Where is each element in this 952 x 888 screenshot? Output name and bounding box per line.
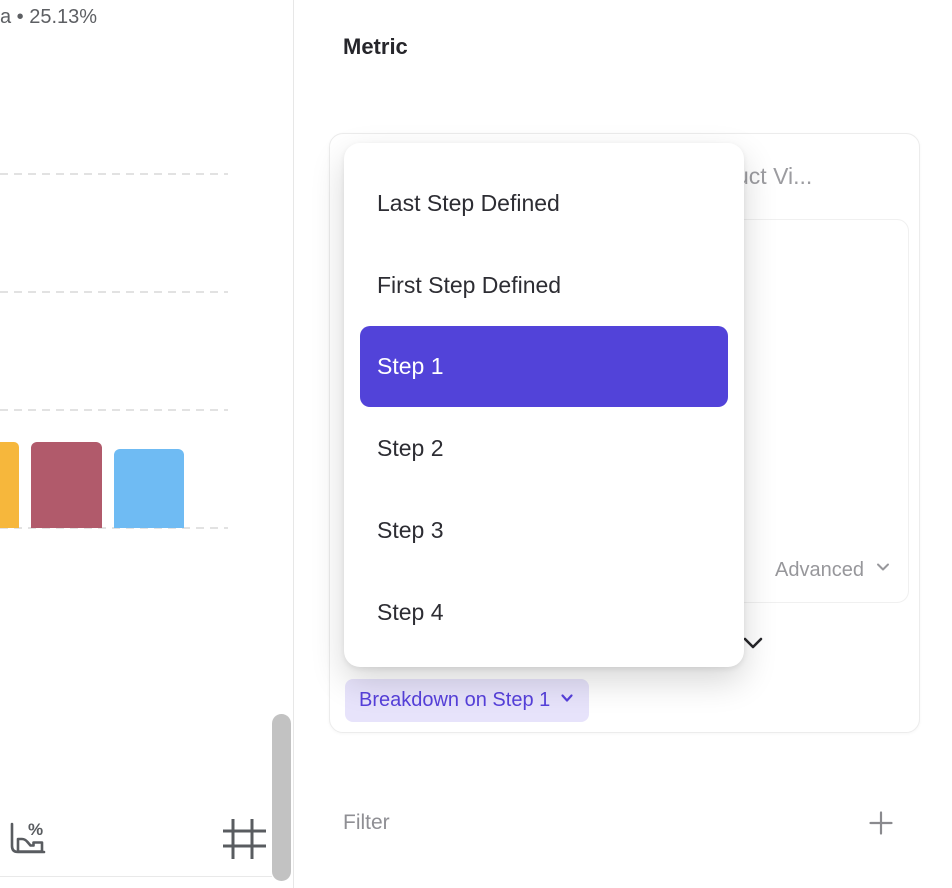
svg-text:%: % bbox=[28, 820, 43, 839]
option-step-1-selected[interactable]: Step 1 bbox=[360, 326, 728, 407]
bar-segment-blue[interactable] bbox=[114, 449, 184, 528]
gridline bbox=[0, 409, 228, 411]
chevron-down-icon bbox=[874, 558, 892, 582]
bar-segment-red[interactable] bbox=[31, 442, 102, 528]
chevron-down-icon bbox=[559, 689, 575, 712]
metric-event-label[interactable]: uct Vi... bbox=[736, 163, 813, 189]
panel-divider bbox=[293, 0, 294, 888]
breakdown-button[interactable]: Breakdown on Step 1 bbox=[345, 679, 590, 722]
option-step-4[interactable]: Step 4 bbox=[377, 598, 444, 625]
gridline bbox=[0, 291, 228, 293]
filter-section: Filter bbox=[343, 801, 895, 845]
grid-hash-icon[interactable] bbox=[220, 816, 268, 862]
add-filter-button[interactable] bbox=[867, 809, 895, 837]
option-last-step-defined[interactable]: Last Step Defined bbox=[377, 189, 560, 216]
option-step-3[interactable]: Step 3 bbox=[377, 516, 444, 543]
gridline bbox=[0, 173, 228, 175]
breakdown-label: Breakdown on Step 1 bbox=[359, 689, 551, 711]
chevron-down-icon[interactable] bbox=[742, 635, 764, 653]
advanced-toggle[interactable]: Advanced bbox=[775, 558, 892, 582]
bar-segment-yellow[interactable] bbox=[0, 442, 19, 528]
step-dropdown-menu: Last Step Defined First Step Defined Ste… bbox=[344, 143, 744, 667]
filter-label: Filter bbox=[343, 811, 390, 834]
vertical-scrollbar[interactable] bbox=[272, 714, 291, 881]
panel-bottom-divider bbox=[0, 876, 272, 877]
option-step-2[interactable]: Step 2 bbox=[377, 434, 444, 461]
option-first-step-defined[interactable]: First Step Defined bbox=[377, 271, 562, 298]
gridline-baseline bbox=[0, 527, 228, 529]
conversion-chart-icon[interactable]: % bbox=[6, 817, 48, 859]
legend-text: a • 25.13% bbox=[0, 6, 98, 28]
advanced-label: Advanced bbox=[775, 558, 864, 581]
section-title: Metric bbox=[343, 34, 408, 59]
